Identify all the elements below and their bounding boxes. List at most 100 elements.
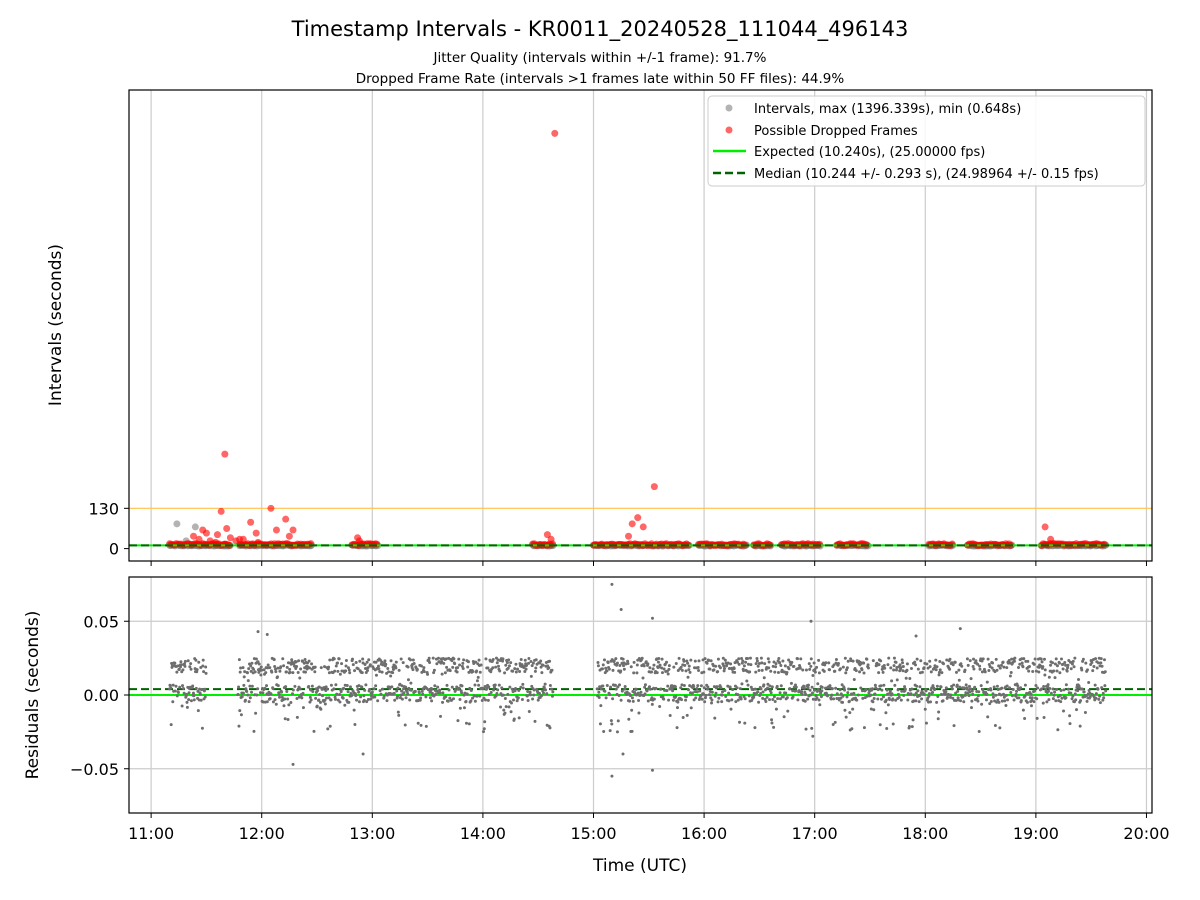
residual-point: [265, 700, 269, 704]
residual-point: [657, 657, 661, 661]
residual-point: [362, 698, 366, 702]
residual-point: [772, 660, 776, 664]
dropped-frame-point: [628, 520, 636, 528]
residual-point: [686, 688, 690, 692]
residual-point: [911, 718, 915, 722]
residual-point: [1027, 669, 1031, 673]
residual-point: [547, 666, 551, 670]
residual-point: [363, 666, 367, 670]
residual-point: [421, 692, 425, 696]
residual-point: [924, 721, 928, 725]
residual-point: [481, 687, 485, 691]
residual-point: [497, 683, 501, 687]
residual-point: [941, 662, 945, 666]
residual-point: [800, 692, 804, 696]
residuals-panel: 0.05 0.00 −0.05 11:00 12:00 13:00 14:00 15:00 1…: [23, 576, 1170, 876]
residual-point: [791, 695, 795, 699]
x-tick-label: 13:00: [349, 824, 395, 843]
residual-point: [632, 660, 636, 664]
residual-point: [967, 684, 971, 688]
residual-point: [728, 685, 732, 689]
residual-point: [389, 674, 393, 678]
dropped-frame-point: [267, 504, 275, 512]
residual-point: [844, 715, 848, 719]
residual-point: [502, 708, 506, 712]
residual-point: [494, 665, 498, 669]
residual-point: [917, 700, 921, 704]
residual-point: [317, 698, 321, 702]
x-axis-label: Time (UTC): [592, 856, 687, 876]
residual-point: [456, 666, 460, 670]
residual-point: [872, 708, 876, 712]
residual-point: [250, 684, 254, 688]
residual-point: [763, 688, 767, 692]
residual-point: [607, 667, 611, 671]
residual-point: [610, 722, 614, 726]
residual-point: [501, 657, 505, 661]
residual-point: [931, 690, 935, 694]
residual-point: [344, 669, 348, 673]
residual-point: [1017, 696, 1021, 700]
residual-point: [684, 695, 688, 699]
residual-point: [1094, 692, 1098, 696]
residual-point: [1042, 684, 1046, 688]
residual-point: [203, 687, 207, 691]
residual-point: [865, 657, 869, 661]
residual-point: [771, 664, 775, 668]
residual-point: [841, 700, 845, 704]
residual-point: [200, 726, 204, 730]
residual-point: [1002, 665, 1006, 669]
residual-point: [639, 690, 643, 694]
residual-point: [424, 695, 428, 699]
residual-point: [938, 668, 942, 672]
residual-point: [327, 696, 331, 700]
residual-point: [734, 700, 738, 704]
residual-point: [280, 690, 284, 694]
residual-point: [694, 696, 698, 700]
residual-point: [599, 704, 603, 708]
residual-point: [667, 667, 671, 671]
residual-point: [601, 663, 605, 667]
residual-point: [282, 664, 286, 668]
residual-point: [696, 665, 700, 669]
residual-point: [721, 656, 725, 660]
residual-point: [675, 706, 679, 710]
residual-point: [1021, 665, 1025, 669]
residual-point: [1047, 698, 1051, 702]
residual-point: [539, 659, 543, 663]
residual-point: [450, 659, 454, 663]
residual-point: [896, 688, 900, 692]
residual-point: [674, 661, 678, 665]
dropped-frame-point: [1041, 523, 1049, 531]
residual-point: [179, 663, 183, 667]
dropped-frame-point: [221, 450, 229, 458]
residual-point: [276, 666, 280, 670]
residual-point: [635, 663, 639, 667]
residual-point: [1102, 696, 1106, 700]
residual-point: [989, 700, 993, 704]
residual-point: [545, 692, 549, 696]
residual-point: [514, 662, 518, 666]
residual-point: [957, 668, 961, 672]
residual-point: [495, 661, 499, 665]
residual-point: [652, 663, 656, 667]
residual-point: [441, 700, 445, 704]
residual-point: [862, 661, 866, 665]
residual-point: [461, 661, 465, 665]
dropped-frame-point: [217, 507, 225, 515]
residual-point: [1036, 686, 1040, 690]
residual-point: [200, 688, 204, 692]
residual-point: [852, 678, 856, 682]
residual-point: [788, 687, 792, 691]
residual-point: [1032, 700, 1036, 704]
residual-point: [635, 671, 639, 675]
residual-point: [937, 710, 941, 714]
residual-point: [832, 663, 836, 667]
legend-dropped-marker: [725, 126, 733, 134]
residual-point: [963, 693, 967, 697]
residual-point: [468, 686, 472, 690]
residual-point: [894, 698, 898, 702]
residual-point: [1062, 688, 1066, 692]
residual-point: [318, 700, 322, 704]
residual-point: [173, 689, 177, 693]
